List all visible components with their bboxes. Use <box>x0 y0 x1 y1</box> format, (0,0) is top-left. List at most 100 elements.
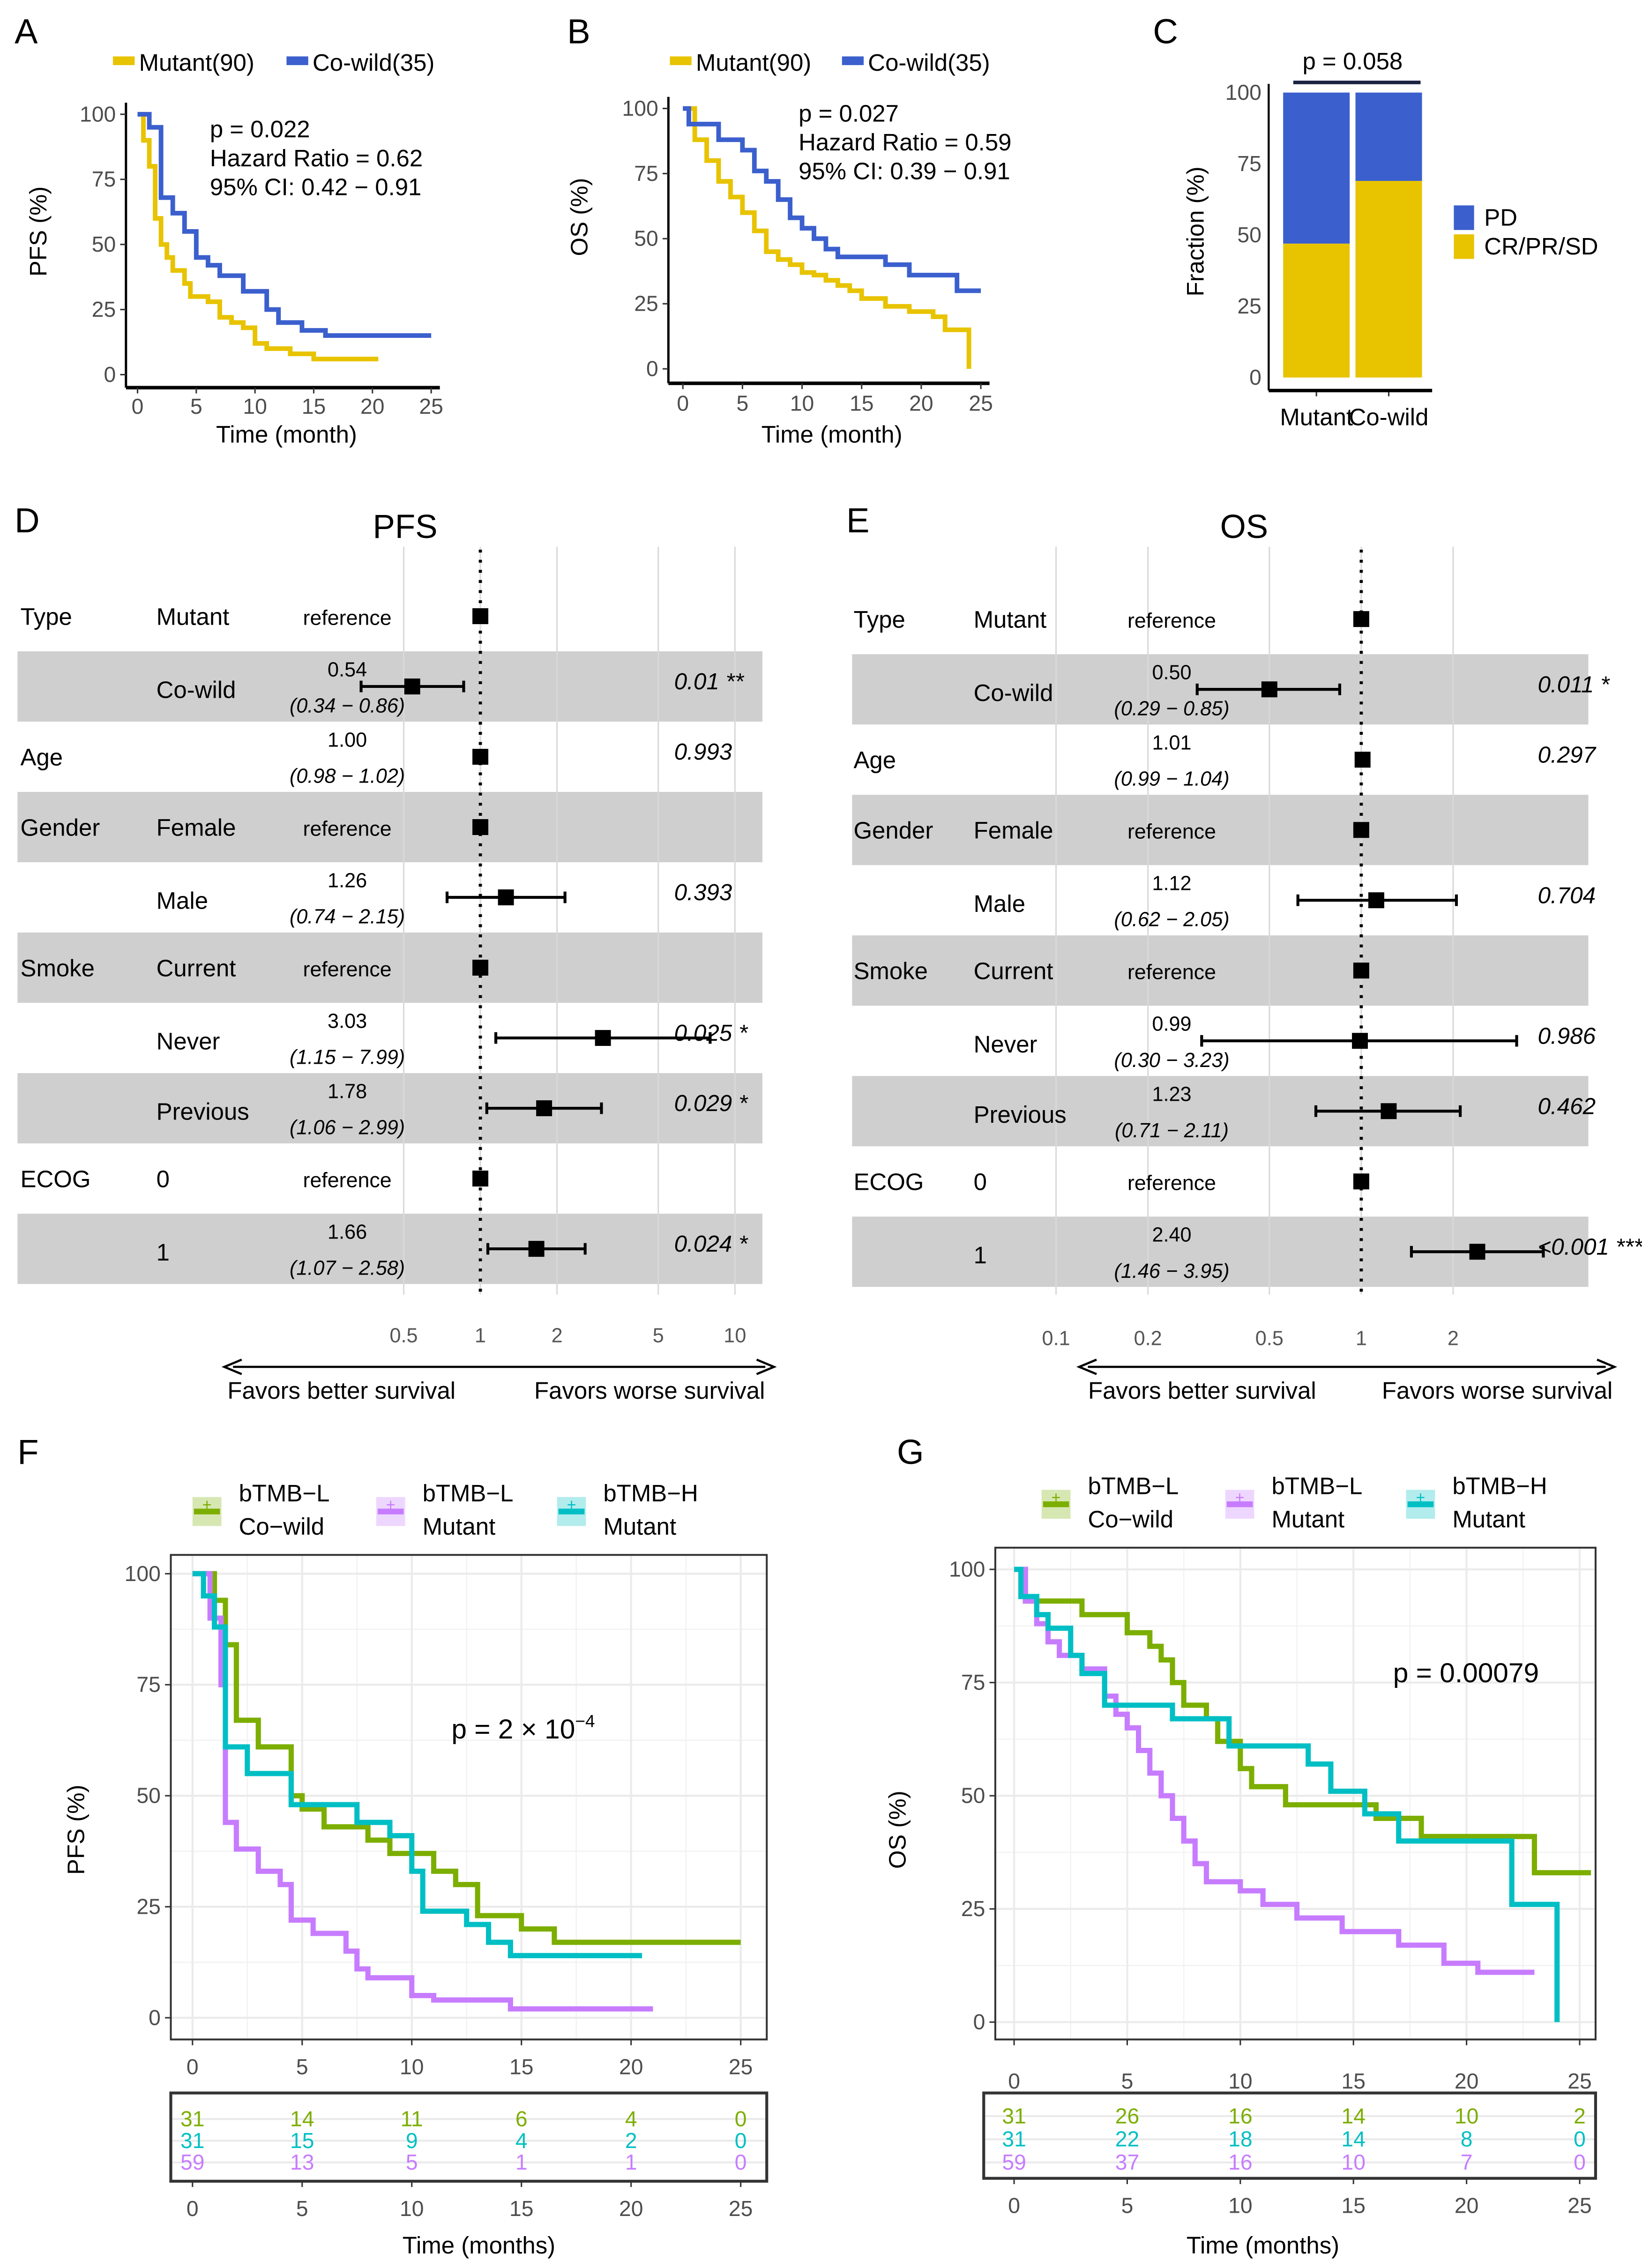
variable-label: Type <box>20 603 72 630</box>
arrow-left-icon <box>1076 1358 1097 1375</box>
risk-table-border <box>982 2091 1597 2180</box>
hr-point <box>404 678 420 694</box>
hr-point <box>498 889 514 905</box>
hr-point <box>472 819 489 835</box>
x-axis-title: Time (month) <box>216 421 357 448</box>
legend-swatch <box>1454 234 1474 259</box>
hr-point <box>536 1100 552 1117</box>
forest-row: Gender Female reference <box>853 817 1369 844</box>
y-tick-label: 0 <box>1249 365 1261 389</box>
p-value-text: 0.297 <box>1538 742 1596 768</box>
hr-text: 2.40 <box>1152 1224 1191 1246</box>
y-tick-label: 50 <box>634 226 658 251</box>
legend-swatch <box>670 56 692 65</box>
legend-item: + bTMB−L Co−wild <box>192 1480 329 1540</box>
arrow-right-icon <box>1597 1358 1618 1375</box>
forest-row: Male 1.26 (0.74 − 2.15) 0.393 <box>157 869 732 928</box>
risk-count: 0 <box>735 2128 747 2153</box>
x-tick-label: 0 <box>677 391 689 416</box>
y-tick-label: 0 <box>104 362 116 387</box>
risk-count: 14 <box>1341 2127 1366 2151</box>
forest-row: Never 0.99 (0.30 − 3.23) 0.986 <box>974 1013 1596 1072</box>
hr-point <box>472 749 489 765</box>
plot-border <box>994 1546 1597 2041</box>
hr-text: 0.99 <box>1152 1013 1191 1036</box>
km-curve-1 <box>137 112 432 338</box>
variable-label: Smoke <box>20 955 94 982</box>
ci-text: (0.98 − 1.02) <box>290 765 405 788</box>
reference-text: reference <box>303 606 392 629</box>
annotation-text: 95% CI: 0.39 − 0.91 <box>799 158 1010 185</box>
y-tick-label: 75 <box>136 1672 160 1697</box>
x-tick-label: 15 <box>302 394 326 418</box>
ci-text: (0.29 − 0.85) <box>1114 698 1229 720</box>
km-curve-1 <box>1014 1567 1535 1975</box>
risk-count: 15 <box>290 2128 314 2153</box>
risk-count: 26 <box>1115 2104 1140 2128</box>
forest-row: ECOG 0 reference <box>20 1166 489 1193</box>
y-tick-label: 25 <box>634 291 658 316</box>
forest-row: Previous 1.78 (1.06 − 2.99) 0.029 * <box>157 1080 748 1139</box>
forest-row: Gender Female reference <box>20 814 489 841</box>
p-value-text: <0.001 *** <box>1538 1234 1642 1260</box>
forest-title: PFS <box>373 508 438 545</box>
variable-label: Gender <box>20 814 100 841</box>
level-label: Male <box>157 888 208 914</box>
hr-point <box>1368 892 1384 909</box>
x-tick-label: 20 <box>909 391 933 416</box>
x-tick-label: 10 <box>243 394 267 418</box>
x-tick-label: 0 <box>187 2054 199 2079</box>
hr-text: 1.66 <box>328 1221 367 1243</box>
level-label: 0 <box>974 1169 987 1195</box>
legend-label-line1: bTMB−L <box>1272 1473 1363 1500</box>
row-shade <box>17 933 762 1003</box>
p-value: p = 2 × 10−4 <box>451 1711 595 1745</box>
legend-label-line1: bTMB−L <box>423 1480 514 1507</box>
y-axis-title: PFS (%) <box>62 1785 89 1875</box>
km-curve-2 <box>192 1571 642 1958</box>
ci-text: (0.74 − 2.15) <box>290 906 405 928</box>
favors-worse-label: Favors worse survival <box>1382 1377 1612 1404</box>
risk-count: 13 <box>290 2150 314 2174</box>
hr-point <box>472 608 489 624</box>
variable-label: Smoke <box>853 958 928 985</box>
censor-mark-icon: + <box>1416 1489 1426 1507</box>
row-shade <box>17 1214 762 1284</box>
level-label: Co-wild <box>157 677 236 703</box>
risk-count: 5 <box>406 2150 418 2174</box>
p-value-text: 0.025 * <box>674 1020 748 1046</box>
p-value-text: 0.704 <box>1538 882 1596 908</box>
risk-count: 4 <box>515 2128 528 2153</box>
hr-text: 3.03 <box>328 1010 367 1032</box>
x-axis-title: Time (month) <box>761 421 903 448</box>
reference-text: reference <box>1127 961 1216 984</box>
risk-count: 0 <box>1574 2127 1586 2151</box>
legend-swatch <box>286 56 308 65</box>
x-tick-label: 20 <box>619 2054 643 2079</box>
y-axis-title: OS (%) <box>566 178 592 256</box>
hr-text: 1.26 <box>328 869 367 892</box>
risk-count: 10 <box>1455 2104 1479 2128</box>
plot-border <box>170 1554 768 2041</box>
risk-count: 4 <box>625 2107 637 2131</box>
x-tick-label: 15 <box>850 391 874 416</box>
legend-label-line2: Mutant <box>1272 1506 1345 1533</box>
risk-count: 2 <box>625 2128 637 2153</box>
x-tick-label: 10 <box>1228 2069 1253 2093</box>
legend-label: Mutant(90) <box>696 49 811 76</box>
x-tick-label: 20 <box>360 394 385 418</box>
p-value-text: 0.01 ** <box>674 669 745 694</box>
hr-point <box>1354 752 1371 768</box>
km-curve-0 <box>192 1571 741 1945</box>
risk-count: 59 <box>1002 2150 1026 2174</box>
level-label: Current <box>157 955 236 982</box>
reference-text: reference <box>303 817 392 841</box>
x-tick-label: Co-wild <box>1349 403 1429 430</box>
level-label: Never <box>974 1031 1037 1058</box>
forest-row: 1 1.66 (1.07 − 2.58) 0.024 * <box>157 1221 748 1279</box>
x-tick-label: 15 <box>1341 2069 1366 2093</box>
forest-row: Smoke Current reference <box>20 955 489 982</box>
risk-count: 31 <box>180 2128 205 2153</box>
